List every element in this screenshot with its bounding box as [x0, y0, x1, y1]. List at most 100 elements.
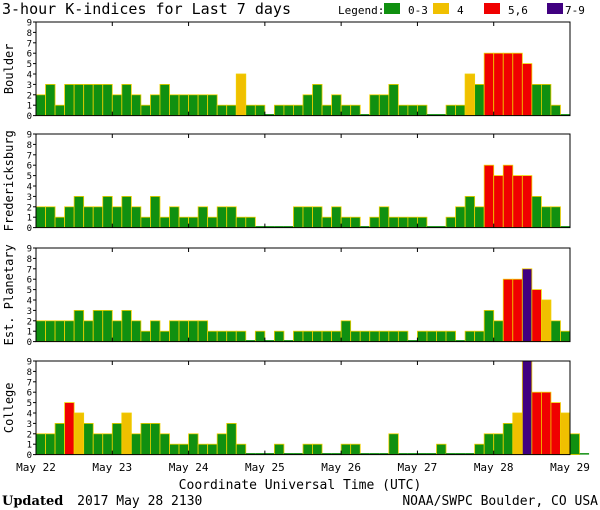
footer-updated-label: Updated [2, 494, 63, 509]
bar [159, 216, 170, 228]
bar [178, 320, 189, 342]
bar [579, 453, 590, 455]
bar [350, 330, 361, 343]
bar [130, 94, 142, 117]
bar [92, 433, 104, 455]
bar [102, 433, 113, 455]
bar [111, 422, 123, 455]
bar [321, 330, 333, 343]
y-tick-label: 5 [27, 399, 32, 409]
bar [159, 84, 170, 117]
bar [436, 330, 447, 343]
bar [340, 443, 352, 456]
bar [235, 330, 247, 343]
bar [360, 114, 370, 116]
y-tick-label: 4 [27, 410, 32, 420]
bar [150, 195, 161, 228]
x-tick-label: May 23 [92, 461, 132, 474]
bar [350, 216, 361, 228]
bar [426, 453, 437, 455]
y-tick-label: 7 [27, 378, 32, 388]
bar [45, 206, 56, 229]
bar [455, 453, 466, 455]
bar [540, 84, 552, 117]
bar [274, 226, 284, 228]
bar [502, 52, 514, 117]
bar [197, 206, 209, 229]
bar [130, 206, 142, 229]
footer-updated: Updated 2017 May 28 2130 [2, 494, 202, 509]
legend-entry-2: 5,6 [508, 4, 528, 17]
bar [560, 114, 570, 116]
bar [302, 443, 313, 456]
bar [302, 206, 313, 229]
bar [397, 104, 409, 116]
bar [521, 63, 533, 116]
y-tick-label: 7 [27, 39, 32, 49]
panels: 0123456789Boulder0123456789Fredericksbur… [2, 19, 590, 461]
bar [407, 216, 418, 228]
x-axis-label: Coordinate Universal Time (UTC) [179, 478, 422, 493]
y-tick-label: 9 [27, 131, 32, 141]
bar [178, 94, 189, 117]
bar [531, 391, 542, 456]
y-tick-label: 2 [27, 430, 32, 440]
bar [150, 320, 161, 342]
bar [455, 104, 466, 116]
x-axis-ticks: May 22 May 23 May 24 May 25 May 26 May 27 May … [16, 461, 590, 474]
x-tick-label: May 28 [474, 461, 514, 474]
bar [264, 226, 275, 228]
bar [264, 114, 275, 116]
bar [417, 453, 427, 455]
bar [445, 104, 456, 116]
bar [369, 216, 380, 228]
bar [54, 216, 66, 228]
panel-frame [35, 133, 571, 229]
bar [293, 453, 303, 455]
bar [283, 453, 294, 455]
bar [493, 433, 504, 455]
y-tick-label: 6 [27, 276, 32, 286]
bar [150, 422, 161, 455]
bar [169, 206, 180, 229]
bar [426, 330, 437, 343]
bar [197, 443, 209, 456]
y-tick-label: 3 [27, 193, 32, 203]
y-tick-label: 9 [27, 358, 32, 368]
bar [540, 299, 552, 342]
bar [407, 104, 418, 116]
bar [340, 216, 352, 228]
bar [340, 320, 352, 342]
bar [254, 330, 266, 343]
y-tick-label: 4 [27, 183, 32, 193]
bar [465, 453, 475, 455]
bar [254, 104, 266, 116]
bar [321, 104, 333, 116]
x-tick-label: May 25 [245, 461, 285, 474]
bar [35, 94, 46, 117]
bar [64, 402, 75, 456]
bar [121, 84, 132, 117]
bar [464, 73, 476, 116]
bar [512, 52, 523, 117]
y-tick-label: 4 [27, 297, 32, 307]
legend: Legend: 0-3 4 5,6 7-9 [338, 3, 585, 17]
bar [360, 226, 370, 228]
bar [493, 52, 504, 117]
bar [445, 216, 456, 228]
y-tick-label: 3 [27, 81, 32, 91]
bar [169, 443, 180, 456]
bar [397, 330, 409, 343]
bar [331, 94, 342, 117]
bar [245, 104, 256, 116]
x-tick-label: May 24 [169, 461, 209, 474]
bar [293, 330, 304, 343]
y-tick-label: 9 [27, 245, 32, 255]
bar [73, 412, 85, 455]
bar [54, 104, 66, 116]
bar [245, 216, 256, 228]
chart-title: 3-hour K-indices for Last 7 days [2, 0, 291, 18]
y-tick-label: 6 [27, 389, 32, 399]
